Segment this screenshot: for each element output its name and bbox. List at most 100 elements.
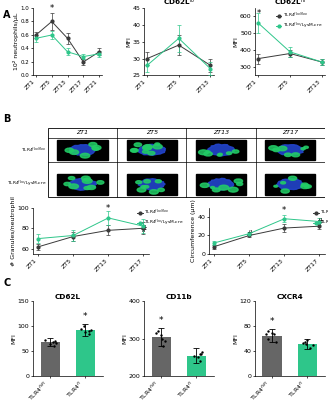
Text: TLR4$^{flox}$/LysM-cre: TLR4$^{flox}$/LysM-cre [7, 179, 47, 190]
Circle shape [234, 179, 243, 183]
Point [273, 339, 278, 345]
Polygon shape [208, 178, 234, 190]
Circle shape [64, 182, 71, 186]
Circle shape [65, 148, 73, 152]
Title: CD62L$^{lo}$: CD62L$^{lo}$ [163, 0, 195, 8]
Circle shape [82, 176, 90, 180]
Circle shape [228, 187, 238, 192]
Legend: TLR4$^{flox/flox}$, TLR4$^{flox}$/LysM-cre: TLR4$^{flox/flox}$, TLR4$^{flox}$/LysM-c… [137, 208, 184, 229]
Point [82, 329, 88, 336]
Circle shape [136, 181, 142, 184]
Point [303, 340, 308, 347]
Bar [196, 140, 246, 160]
Polygon shape [138, 179, 165, 190]
Text: B: B [3, 114, 10, 124]
Point [301, 340, 306, 346]
Circle shape [70, 150, 79, 154]
Text: A: A [3, 10, 11, 20]
Circle shape [211, 186, 215, 188]
Point [266, 336, 271, 342]
Bar [262, 336, 282, 376]
Circle shape [69, 184, 78, 189]
Point [86, 330, 92, 337]
Circle shape [232, 150, 239, 153]
Y-axis label: MFI: MFI [234, 36, 238, 47]
Circle shape [134, 143, 142, 146]
Circle shape [278, 146, 287, 151]
Point [264, 330, 269, 337]
Y-axis label: MFI: MFI [11, 333, 16, 344]
Point [311, 342, 316, 348]
Circle shape [204, 152, 212, 156]
Point [158, 332, 163, 338]
Circle shape [142, 150, 149, 153]
Circle shape [92, 147, 99, 150]
Text: C: C [3, 278, 10, 288]
Circle shape [198, 150, 208, 155]
Bar [196, 174, 246, 194]
Point [153, 330, 158, 336]
Title: CD11b: CD11b [165, 294, 192, 300]
Circle shape [150, 190, 158, 194]
Bar [265, 174, 315, 194]
Point [50, 339, 55, 346]
Circle shape [92, 146, 101, 150]
Circle shape [301, 183, 308, 186]
Circle shape [144, 180, 151, 183]
Circle shape [206, 151, 210, 153]
Circle shape [292, 153, 300, 157]
Circle shape [87, 185, 95, 190]
Y-axis label: # Granules/neutrophil: # Granules/neutrophil [11, 196, 16, 266]
Text: TLR4$^{flox/flox}$: TLR4$^{flox/flox}$ [21, 145, 47, 154]
Point [88, 326, 93, 333]
Circle shape [148, 151, 155, 155]
Circle shape [281, 189, 289, 193]
Polygon shape [208, 144, 235, 156]
Circle shape [137, 188, 146, 192]
Text: *: * [50, 4, 54, 13]
Circle shape [143, 146, 152, 150]
Bar [57, 140, 108, 160]
Bar [76, 330, 95, 376]
Text: ZT17: ZT17 [282, 130, 298, 135]
Bar [57, 174, 108, 194]
Polygon shape [138, 144, 165, 155]
Circle shape [80, 153, 90, 158]
Point [302, 339, 308, 345]
Point [163, 337, 168, 344]
Bar [297, 344, 317, 376]
Circle shape [218, 153, 222, 155]
Circle shape [84, 186, 90, 190]
Bar [265, 140, 315, 160]
Legend: TLR4$^{flox/flox}$, TLR4$^{flox}$/LysM-cre: TLR4$^{flox/flox}$, TLR4$^{flox}$/LysM-c… [313, 208, 328, 229]
Point [195, 354, 201, 360]
Title: CD62L: CD62L [55, 294, 81, 300]
Point [52, 338, 57, 344]
Text: *: * [83, 312, 88, 321]
Circle shape [131, 149, 137, 152]
Point [160, 343, 166, 349]
Circle shape [304, 185, 311, 188]
Bar [41, 342, 60, 376]
Point [308, 345, 313, 351]
Y-axis label: MFI: MFI [122, 333, 127, 344]
Circle shape [226, 152, 232, 154]
Circle shape [301, 184, 309, 188]
Point [51, 343, 56, 349]
Circle shape [69, 176, 75, 180]
Point [78, 326, 83, 332]
Circle shape [97, 181, 104, 184]
Bar [127, 174, 177, 194]
Circle shape [273, 148, 280, 152]
Text: ZT5: ZT5 [146, 130, 158, 135]
Text: ZT13: ZT13 [213, 130, 229, 135]
Circle shape [236, 182, 243, 186]
Point [86, 328, 92, 334]
Bar [187, 356, 206, 376]
Point [81, 323, 86, 330]
Polygon shape [277, 145, 304, 155]
Text: *: * [159, 316, 163, 324]
Circle shape [158, 188, 164, 192]
Polygon shape [69, 178, 97, 190]
Point [265, 328, 270, 334]
